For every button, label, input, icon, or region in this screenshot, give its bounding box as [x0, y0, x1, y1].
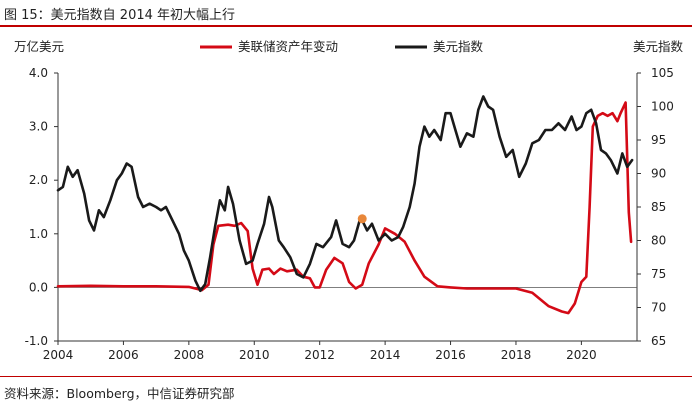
y-right-tick-label: 70 — [651, 301, 666, 315]
legend-label-fed-assets: 美联储资产年变动 — [238, 39, 338, 54]
y-right-tick-label: 75 — [651, 267, 666, 281]
y-right-tick-label: 65 — [651, 334, 666, 348]
series-line-dxy — [56, 95, 634, 293]
x-tick-label: 2018 — [501, 348, 532, 362]
y-left-axis-label: 万亿美元 — [14, 39, 64, 54]
title-divider — [0, 25, 692, 27]
x-tick-label: 2006 — [108, 348, 139, 362]
figure-title: 图 15：美元指数自 2014 年初大幅上行 — [4, 8, 236, 23]
y-right-axis-label: 美元指数 — [633, 39, 684, 54]
y-left-tick-label: 3.0 — [29, 120, 48, 134]
x-tick-label: 2008 — [174, 348, 205, 362]
line-chart: -1.0 0.0 1.0 2.0 3.0 4.0 65 70 75 80 85 90 95 100 105 2… — [14, 39, 684, 362]
y-right-tick-label: 90 — [651, 167, 666, 181]
y-left-tick-label: 1.0 — [29, 227, 48, 241]
source-note: 资料来源：Bloomberg，中信证券研究部 — [4, 386, 235, 401]
x-tick-label: 2014 — [370, 348, 401, 362]
y-left-tick-label: 0.0 — [29, 280, 48, 294]
y-left-tick-label: -1.0 — [25, 334, 48, 348]
source-divider — [0, 376, 692, 377]
y-right-tick-label: 100 — [651, 100, 674, 114]
y-right-tick-label: 95 — [651, 133, 666, 147]
legend-label-dxy: 美元指数 — [433, 39, 484, 54]
y-right-tick-label: 105 — [651, 66, 674, 80]
annotation-point — [357, 214, 367, 224]
x-tick-label: 2016 — [435, 348, 466, 362]
x-tick-label: 2004 — [43, 348, 74, 362]
y-right-tick-label: 80 — [651, 234, 666, 248]
y-right-tick-label: 85 — [651, 200, 666, 214]
x-tick-label: 2020 — [566, 348, 597, 362]
x-tick-label: 2012 — [304, 348, 335, 362]
y-left-tick-label: 4.0 — [29, 66, 48, 80]
y-left-tick-label: 2.0 — [29, 173, 48, 187]
x-tick-label: 2010 — [239, 348, 270, 362]
